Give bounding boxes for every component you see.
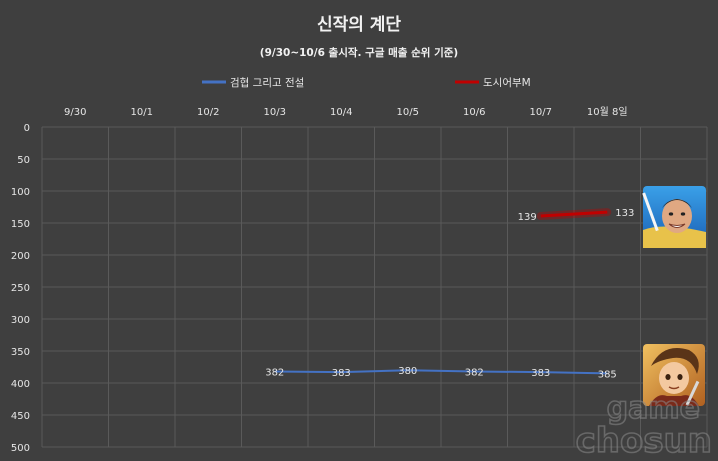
y-tick-label: 400 [11, 379, 30, 390]
y-tick-label: 50 [17, 155, 30, 166]
data-label: 139 [518, 212, 537, 223]
data-label: 383 [531, 368, 550, 379]
x-tick-label: 10월 8일 [587, 106, 628, 118]
x-tick-label: 9/30 [64, 107, 86, 118]
x-tick-label: 10/4 [330, 107, 352, 118]
legend: 검협 그리고 전설 도시어부M [202, 76, 531, 89]
y-tick-label: 300 [11, 315, 30, 326]
y-tick-label: 100 [11, 187, 30, 198]
data-label: 380 [398, 366, 417, 377]
y-tick-label: 450 [11, 411, 30, 422]
y-tick-label: 350 [11, 347, 30, 358]
y-tick-label: 500 [11, 443, 30, 454]
watermark-line2: chosun [576, 421, 712, 461]
data-label: 382 [265, 367, 284, 378]
x-tick-label: 10/7 [530, 107, 552, 118]
y-tick-label: 0 [24, 123, 30, 134]
data-label: 383 [332, 368, 351, 379]
x-tick-label: 10/6 [463, 107, 485, 118]
legend-label: 검협 그리고 전설 [230, 76, 304, 89]
chart-subtitle: (9/30~10/6 출시작. 구글 매출 순위 기준) [260, 46, 458, 59]
series-layer: 382 383 380 382 383 385 139 133 [265, 208, 634, 380]
watermark: game chosun [575, 390, 713, 461]
chart-title: 신작의 계단 [317, 15, 401, 35]
x-tick-label: 10/2 [197, 107, 219, 118]
series-0: 382 383 380 382 383 385 [265, 366, 617, 380]
x-tick-label: 10/5 [397, 107, 419, 118]
data-label: 385 [598, 369, 617, 380]
x-tick-label: 10/1 [131, 107, 153, 118]
grid-lines [41, 126, 708, 448]
series-1: 139 133 [518, 208, 634, 223]
y-tick-label: 200 [11, 251, 30, 262]
series-line [540, 210, 608, 218]
sword-hero-game-icon [643, 344, 705, 406]
y-tick-label: 250 [11, 283, 30, 294]
data-label: 133 [615, 208, 634, 219]
legend-label: 도시어부M [483, 77, 531, 89]
y-tick-label: 150 [11, 219, 30, 230]
fishing-game-icon [642, 186, 706, 248]
watermark-line1: game [607, 391, 700, 426]
axis-ticks: 0 50 100 150 200 250 300 350 400 450 500 9/30 10/1 10… [11, 106, 628, 454]
series-line [274, 369, 608, 375]
x-tick-label: 10/3 [264, 107, 286, 118]
data-label: 382 [465, 367, 484, 378]
